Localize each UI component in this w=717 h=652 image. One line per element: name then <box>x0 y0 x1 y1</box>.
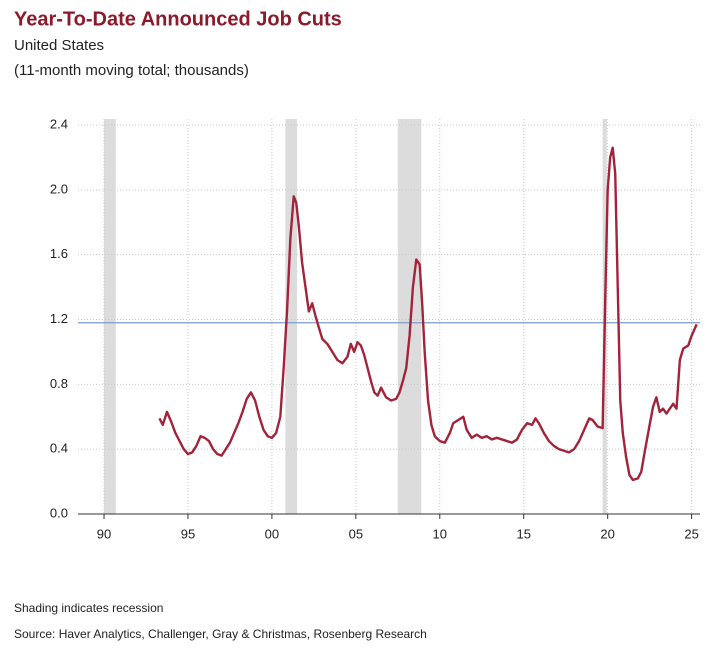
x-tick-label: 05 <box>349 526 363 541</box>
units: (11-month moving total; thousands) <box>14 62 249 79</box>
recession-band <box>397 119 422 514</box>
recession-band <box>104 119 116 514</box>
x-tick-label: 90 <box>97 526 111 541</box>
y-tick-label: 0.4 <box>50 441 68 456</box>
x-tick-label: 10 <box>433 526 447 541</box>
y-tick-label: 1.6 <box>50 246 68 261</box>
x-tick-label: 95 <box>181 526 195 541</box>
y-tick-label: 0.8 <box>50 376 68 391</box>
data-line <box>158 146 698 482</box>
x-tick-label: 15 <box>516 526 530 541</box>
x-tick-label: 20 <box>600 526 614 541</box>
source: Source: Haver Analytics, Challenger, Gra… <box>14 627 427 641</box>
x-tick-label: 00 <box>265 526 279 541</box>
recession-band <box>285 119 298 514</box>
y-tick-label: 0.0 <box>50 505 68 520</box>
chart-title: Year-To-Date Announced Job Cuts <box>14 8 342 30</box>
note: Shading indicates recession <box>14 601 163 615</box>
y-tick-label: 1.2 <box>50 311 68 326</box>
y-tick-label: 2.0 <box>50 181 68 196</box>
y-tick-label: 2.4 <box>50 116 68 131</box>
subtitle: United States <box>14 37 104 54</box>
x-tick-label: 25 <box>684 526 698 541</box>
